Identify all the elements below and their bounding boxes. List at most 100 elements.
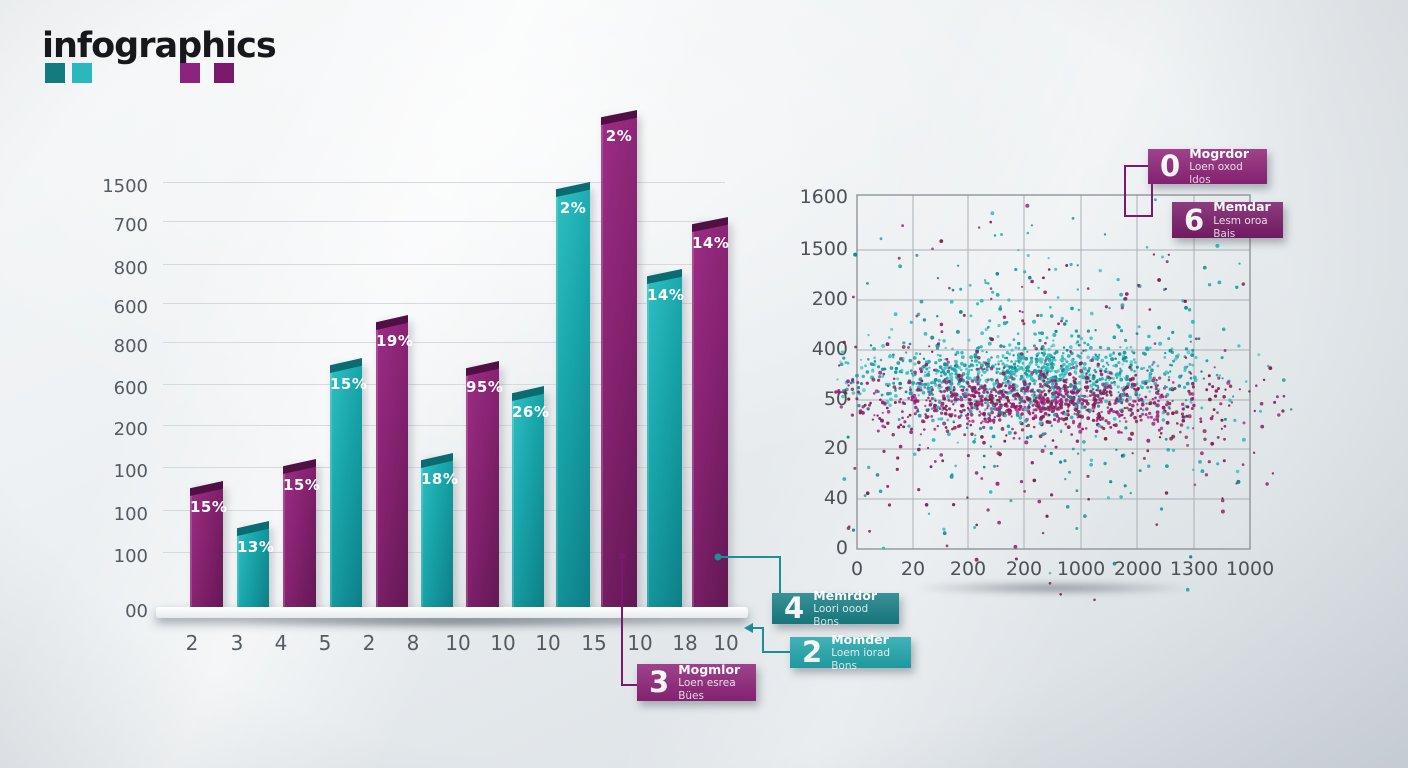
scatter-point-purple-core (918, 381, 922, 386)
scatter-point-purple-core (1025, 436, 1029, 440)
scatter-point-purple-core (1012, 436, 1016, 440)
scatter-point-teal-sparse (842, 477, 847, 481)
scatter-point-purple-core (963, 408, 966, 412)
scatter-point-teal-sparse (1116, 278, 1120, 282)
scatter-point-purple-core (1078, 415, 1081, 418)
scatter-point-teal-core (1048, 409, 1052, 412)
scatter-point-purple-sparse (1037, 499, 1042, 504)
scatter-point-purple-core (914, 405, 918, 410)
scatter-point-purple-core (1143, 381, 1148, 386)
scatter-point-purple-core (1134, 389, 1138, 393)
scatter-point-purple-core (1151, 363, 1154, 366)
scatter-point-purple-core (986, 398, 990, 402)
scatter-point-purple-core (1163, 386, 1166, 390)
scatter-point-teal-core (1042, 351, 1046, 356)
scatter-point-teal-core (1154, 403, 1159, 407)
scatter-point-purple-sparse (1104, 305, 1108, 309)
scatter-point-purple-core (1020, 389, 1023, 393)
scatter-point-teal-core (968, 376, 972, 381)
scatter-point-teal-sparse (1063, 459, 1067, 463)
scatter-point-teal-sparse (1148, 374, 1151, 377)
scatter-point-purple-sparse (1164, 491, 1169, 495)
scatter-point-teal-sparse (1038, 421, 1043, 426)
scatter-point-purple-core (1097, 414, 1102, 419)
scatter-point-teal-core (1010, 360, 1013, 363)
scatter-point-purple-core (1040, 422, 1044, 427)
scatter-point-teal-core (1007, 375, 1011, 379)
scatter-point-teal-core (1142, 366, 1146, 370)
scatter-point-teal-core (985, 366, 989, 369)
scatter-point-teal-core (980, 394, 984, 399)
scatter-point-teal-core (1022, 378, 1026, 383)
scatter-point-purple-sparse (882, 449, 886, 453)
scatter-point-teal-core (960, 351, 964, 355)
scatter-point-purple-core (916, 387, 921, 392)
scatter-point-teal-core (1078, 355, 1081, 358)
scatter-point-purple-core (1108, 402, 1112, 406)
scatter-point-purple-sparse (1155, 415, 1160, 420)
scatter-point-teal-core (1129, 345, 1133, 349)
scatter-point-purple-sparse (1023, 490, 1026, 493)
scatter-point-teal-core (971, 387, 976, 392)
scatter-point-teal-core (1001, 388, 1005, 392)
scatter-point-teal-sparse (1079, 394, 1083, 397)
scatter-point-purple-core (1072, 379, 1076, 383)
scatter-point-purple-core (913, 401, 917, 405)
scatter-point-teal-core (1060, 394, 1064, 398)
bar-chart-gridline (163, 264, 725, 265)
scatter-point-purple-sparse (972, 394, 977, 399)
scatter-point-purple-sparse (895, 467, 899, 471)
scatter-point-purple-core (1123, 416, 1126, 420)
scatter-point-purple-sparse (1103, 437, 1108, 441)
scatter-point-teal-sparse (1119, 329, 1124, 333)
scatter-point-purple-sparse (856, 380, 860, 385)
scatter-point-purple-core (1059, 403, 1063, 407)
scatter-point-purple-core (1069, 383, 1073, 387)
scatter-point-purple-sparse (980, 477, 984, 480)
scatter-point-purple-sparse (945, 357, 949, 361)
scatter-point-teal-core (966, 372, 970, 376)
scatter-point-teal-core (989, 394, 993, 398)
scatter-point-teal-core (877, 390, 880, 393)
scatter-point-teal-core (1021, 348, 1025, 352)
scatter-point-teal-sparse (995, 293, 1000, 297)
scatter-point-purple-core (997, 412, 1001, 416)
scatter-point-purple-core (1014, 397, 1017, 400)
scatter-point-purple-core (913, 399, 918, 403)
scatter-point-purple-core (1070, 401, 1074, 405)
scatter-point-teal-core (1088, 345, 1093, 350)
scatter-point-purple-core (866, 407, 870, 411)
scatter-point-teal-core (1257, 353, 1261, 357)
scatter-point-teal-core (873, 356, 876, 360)
scatter-point-purple-core (1114, 399, 1118, 403)
scatter-point-purple-sparse (1021, 319, 1025, 323)
scatter-point-teal-sparse (1134, 391, 1138, 395)
scatter-point-purple-core (1023, 405, 1027, 409)
scatter-point-purple-sparse (979, 366, 983, 370)
scatter-point-purple-core (858, 409, 863, 414)
scatter-point-teal-core (1050, 365, 1055, 370)
scatter-point-teal-core (1045, 373, 1049, 377)
purple-square (180, 63, 200, 83)
scatter-point-teal-core (1049, 376, 1053, 381)
scatter-point-purple-core (1054, 412, 1059, 417)
scatter-point-teal-core (943, 366, 947, 370)
scatter-point-teal-core (979, 385, 983, 390)
scatter-point-purple-core (1040, 406, 1045, 411)
scatter-point-purple-core (1018, 401, 1021, 405)
scatter-point-purple-core (1074, 408, 1079, 412)
scatter-point-purple-core (1097, 412, 1101, 416)
scatter-point-teal-core (1093, 368, 1096, 372)
scatter-point-teal-core (973, 377, 977, 381)
scatter-point-teal-core (908, 342, 912, 346)
scatter-point-teal-sparse (927, 512, 931, 515)
scatter-point-teal-core (1016, 332, 1020, 336)
scatter-point-teal-core (1013, 405, 1018, 409)
scatter-point-teal-sparse (1025, 366, 1029, 370)
scatter-point-teal-sparse (1048, 305, 1052, 309)
scatter-point-teal-sparse (989, 426, 993, 430)
scatter-point-teal-sparse (1060, 316, 1064, 321)
scatter-point-teal-core (869, 362, 873, 366)
scatter-point-teal-core (1080, 352, 1083, 355)
scatter-point-teal-sparse (951, 288, 955, 292)
